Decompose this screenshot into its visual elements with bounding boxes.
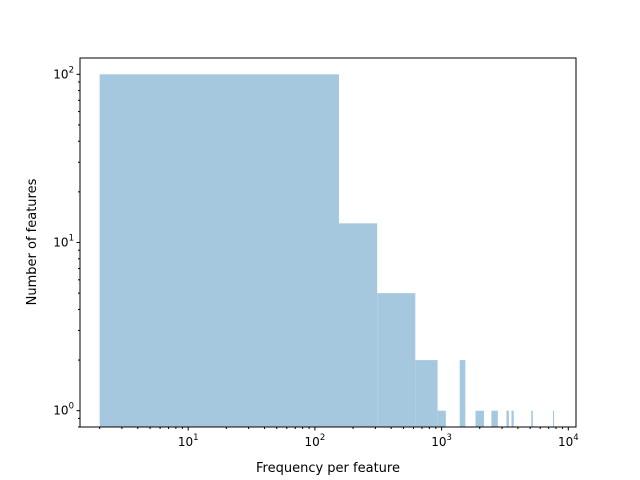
histogram-bar [437, 410, 446, 427]
y-axis-ticks: 100 101 102 [53, 65, 80, 428]
y-tick-label: 100 [53, 402, 74, 418]
x-tick-label: 103 [431, 433, 452, 449]
histogram-bar [415, 360, 438, 427]
histogram-bar [506, 410, 509, 427]
histogram-bar [377, 293, 416, 427]
x-axis-label: Frequency per feature [256, 461, 400, 476]
y-tick-label: 102 [53, 65, 74, 81]
x-tick-label: 102 [305, 433, 326, 449]
histogram-bar [475, 410, 484, 427]
histogram-bar [511, 410, 514, 427]
x-tick-label: 104 [558, 433, 579, 449]
histogram-bar [531, 410, 533, 427]
histogram-bars [99, 74, 555, 428]
histogram-bar [459, 360, 466, 427]
histogram-bar [552, 410, 555, 427]
histogram-bar [99, 74, 340, 428]
histogram-bar [339, 223, 378, 427]
y-tick-label: 101 [53, 234, 74, 250]
x-axis-ticks: 101 102 103 104 [99, 427, 579, 449]
x-tick-label: 101 [178, 433, 199, 449]
y-axis-label: Number of features [25, 178, 40, 305]
histogram-bar [491, 410, 498, 427]
